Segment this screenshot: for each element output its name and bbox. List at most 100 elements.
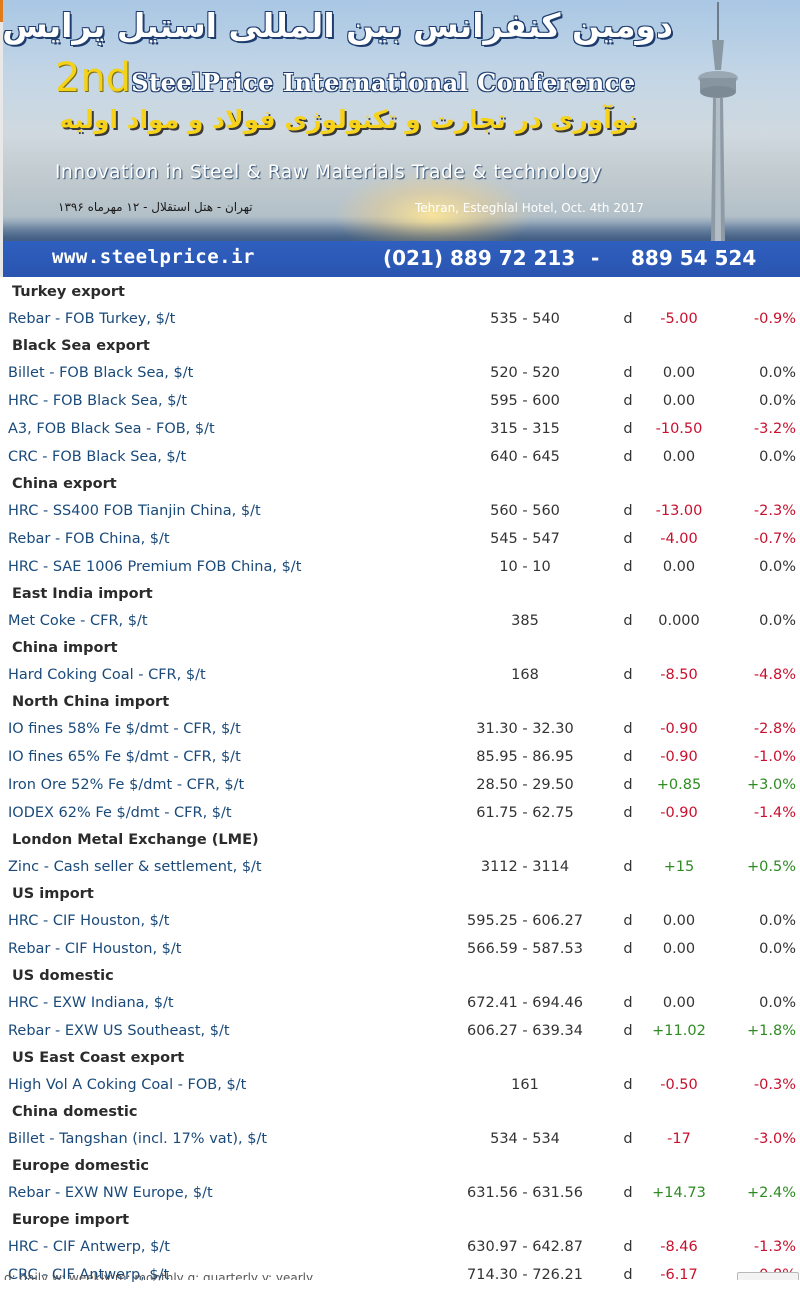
product-name-link[interactable]: Met Coke - CFR, $/t xyxy=(8,613,148,629)
section-header: US East Coast export xyxy=(12,1050,185,1066)
price-change: -8.50 xyxy=(660,667,698,683)
frequency-legend[interactable]: d: daily w: weekly m: monthly q: quarter… xyxy=(4,1271,314,1280)
percent-change: 0.0% xyxy=(759,995,796,1011)
price-change: -4.00 xyxy=(660,531,698,547)
percent-change: 0.0% xyxy=(759,393,796,409)
product-name-link[interactable]: Rebar - EXW NW Europe, $/t xyxy=(8,1185,213,1201)
banner-contact-bar xyxy=(3,241,800,277)
price-range: 534 - 534 xyxy=(490,1131,560,1147)
frequency-code: d xyxy=(623,613,633,629)
product-name-link[interactable]: Hard Coking Coal - CFR, $/t xyxy=(8,667,206,683)
percent-change: +0.5% xyxy=(747,859,796,875)
table-row: IODEX 62% Fe $/dmt - CFR, $/t 61.75 - 62.… xyxy=(0,799,800,827)
table-row: CRC - FOB Black Sea, $/t 640 - 645 d 0.00 0.… xyxy=(0,443,800,471)
percent-change: -1.0% xyxy=(753,749,796,765)
table-row: HRC - CIF Antwerp, $/t 630.97 - 642.87 d -8… xyxy=(0,1233,800,1261)
frequency-code: d xyxy=(623,1267,633,1283)
percent-change: -0.9% xyxy=(753,311,796,327)
left-edge-strip xyxy=(0,0,3,277)
frequency-legend-strip: d: daily w: weekly m: monthly q: quarter… xyxy=(0,1268,800,1280)
product-name-link[interactable]: CRC - FOB Black Sea, $/t xyxy=(8,449,187,465)
frequency-code: d xyxy=(623,721,633,737)
frequency-code: d xyxy=(623,421,633,437)
section-header: North China import xyxy=(12,694,170,710)
percent-change: -4.8% xyxy=(753,667,796,683)
product-name-link[interactable]: High Vol A Coking Coal - FOB, $/t xyxy=(8,1077,247,1093)
product-name-link[interactable]: IO fines 58% Fe $/dmt - CFR, $/t xyxy=(8,721,241,737)
percent-change: 0.0% xyxy=(759,449,796,465)
frequency-code: d xyxy=(623,805,633,821)
table-row: High Vol A Coking Coal - FOB, $/t 161 d -0.… xyxy=(0,1071,800,1099)
price-change: 0.00 xyxy=(662,559,696,575)
product-name-link[interactable]: Billet - Tangshan (incl. 17% vat), $/t xyxy=(8,1131,268,1147)
price-change: +0.85 xyxy=(656,777,702,793)
price-change: +14.73 xyxy=(652,1185,706,1201)
price-change: 0.000 xyxy=(658,613,700,629)
price-range: 630.97 - 642.87 xyxy=(467,1239,583,1255)
price-change: +11.02 xyxy=(652,1023,706,1039)
frequency-code: d xyxy=(623,1077,633,1093)
price-range: 3112 - 3114 xyxy=(480,859,570,875)
frequency-code: d xyxy=(623,449,633,465)
conference-banner[interactable]: دومین کنفرانس بین المللی استیل پرایس 2nd… xyxy=(3,0,800,277)
price-change: 0.00 xyxy=(662,995,696,1011)
section-header: London Metal Exchange (LME) xyxy=(12,832,259,848)
product-name-link[interactable]: IO fines 65% Fe $/dmt - CFR, $/t xyxy=(8,749,241,765)
product-name-link[interactable]: HRC - EXW Indiana, $/t xyxy=(8,995,174,1011)
product-name-link[interactable]: Rebar - EXW US Southeast, $/t xyxy=(8,1023,230,1039)
percent-change: 0.0% xyxy=(759,365,796,381)
action-button[interactable] xyxy=(737,1272,799,1280)
product-name-link[interactable]: Zinc - Cash seller & settlement, $/t xyxy=(8,859,262,875)
table-row: Rebar - FOB China, $/t 545 - 547 d -4.00 -0.… xyxy=(0,525,800,553)
price-range: 595.25 - 606.27 xyxy=(467,913,583,929)
price-change: -0.50 xyxy=(660,1077,698,1093)
product-name-link[interactable]: HRC - FOB Black Sea, $/t xyxy=(8,393,188,409)
banner-website-link[interactable]: www.steelprice.ir xyxy=(52,246,255,268)
price-change: 0.00 xyxy=(662,913,696,929)
price-change: -0.90 xyxy=(660,721,698,737)
table-row: HRC - SAE 1006 Premium FOB China, $/t 10 … xyxy=(0,553,800,581)
frequency-code: d xyxy=(623,667,633,683)
product-name-link[interactable]: IODEX 62% Fe $/dmt - CFR, $/t xyxy=(8,805,232,821)
product-name-link[interactable]: Billet - FOB Black Sea, $/t xyxy=(8,365,194,381)
percent-change: -0.3% xyxy=(753,1077,796,1093)
price-range: 10 - 10 xyxy=(499,559,551,575)
product-name-link[interactable]: Rebar - FOB Turkey, $/t xyxy=(8,311,176,327)
table-row: Zinc - Cash seller & settlement, $/t 3112… xyxy=(0,853,800,881)
product-name-link[interactable]: A3, FOB Black Sea - FOB, $/t xyxy=(8,421,215,437)
price-range: 315 - 315 xyxy=(490,421,560,437)
frequency-code: d xyxy=(623,531,633,547)
product-name-link[interactable]: Rebar - FOB China, $/t xyxy=(8,531,170,547)
table-row: HRC - EXW Indiana, $/t 672.41 - 694.46 d 0.… xyxy=(0,989,800,1017)
price-range: 606.27 - 639.34 xyxy=(467,1023,583,1039)
table-row: Met Coke - CFR, $/t 385 d 0.000 0.0% xyxy=(0,607,800,635)
price-change: 0.00 xyxy=(662,941,696,957)
table-row: Iron Ore 52% Fe $/dmt - CFR, $/t 28.50 - … xyxy=(0,771,800,799)
product-name-link[interactable]: Iron Ore 52% Fe $/dmt - CFR, $/t xyxy=(8,777,245,793)
frequency-code: d xyxy=(623,995,633,1011)
price-range: 560 - 560 xyxy=(490,503,560,519)
percent-change: +3.0% xyxy=(747,777,796,793)
price-change: 0.00 xyxy=(662,449,696,465)
banner-phone-1: (021) 889 72 213 xyxy=(383,246,576,270)
percent-change: -1.4% xyxy=(753,805,796,821)
product-name-link[interactable]: HRC - SS400 FOB Tianjin China, $/t xyxy=(8,503,261,519)
price-range: 672.41 - 694.46 xyxy=(467,995,583,1011)
frequency-code: d xyxy=(623,365,633,381)
percent-change: 0.0% xyxy=(759,559,796,575)
banner-phone-separator: - xyxy=(591,246,600,270)
product-name-link[interactable]: CRC - CIF Antwerp, $/t xyxy=(8,1267,170,1283)
frequency-code: d xyxy=(623,311,633,327)
percent-change: +2.4% xyxy=(747,1185,796,1201)
product-name-link[interactable]: Rebar - CIF Houston, $/t xyxy=(8,941,182,957)
price-change: +15 xyxy=(663,859,695,875)
percent-change: -3.2% xyxy=(753,421,796,437)
table-row: Billet - Tangshan (incl. 17% vat), $/t 53… xyxy=(0,1125,800,1153)
product-name-link[interactable]: HRC - CIF Houston, $/t xyxy=(8,913,170,929)
price-range: 566.59 - 587.53 xyxy=(467,941,583,957)
product-name-link[interactable]: HRC - SAE 1006 Premium FOB China, $/t xyxy=(8,559,302,575)
price-change: -6.17 xyxy=(660,1267,698,1283)
frequency-code: d xyxy=(623,1131,633,1147)
price-range: 631.56 - 631.56 xyxy=(467,1185,583,1201)
product-name-link[interactable]: HRC - CIF Antwerp, $/t xyxy=(8,1239,170,1255)
